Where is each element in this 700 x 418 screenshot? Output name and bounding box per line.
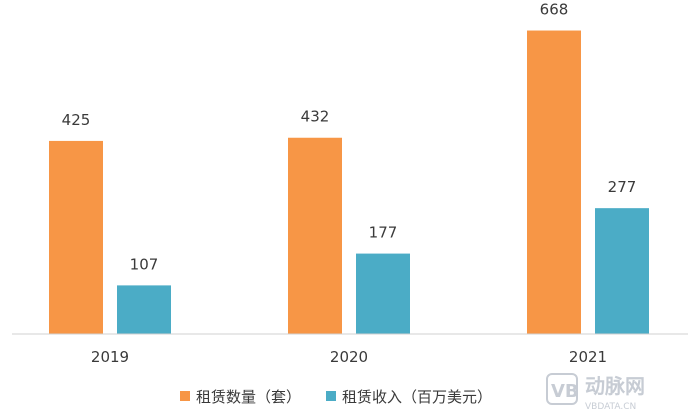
legend-swatch-series-2 <box>326 391 336 401</box>
bar-2019-series-1 <box>49 140 103 334</box>
bars-group <box>49 30 649 335</box>
value-label-2019-series-2: 107 <box>130 255 159 273</box>
x-tick-label-2020: 2020 <box>330 348 368 366</box>
bar-2020-series-1 <box>288 137 342 334</box>
value-label-2021-series-1: 668 <box>540 1 569 19</box>
legend-label-series-2: 租赁收入（百万美元） <box>342 388 492 406</box>
legend-item-series-1: 租赁数量（套） <box>180 388 301 406</box>
watermark-brand: 动脉网 <box>585 374 645 398</box>
watermark-vb-glyph: VB <box>551 381 579 402</box>
value-label-2019-series-1: 425 <box>62 111 91 129</box>
bar-2020-series-2 <box>356 253 410 334</box>
legend-label-series-1: 租赁数量（套） <box>196 388 301 406</box>
x-tick-labels-group: 2019 2020 2021 <box>91 348 607 366</box>
bar-2019-series-2 <box>117 285 171 334</box>
legend: 租赁数量（套） 租赁收入（百万美元） <box>180 388 492 406</box>
value-label-2020-series-1: 432 <box>301 108 330 126</box>
x-tick-label-2021: 2021 <box>569 348 607 366</box>
x-tick-label-2019: 2019 <box>91 348 129 366</box>
value-label-2021-series-2: 277 <box>608 178 637 196</box>
value-label-2020-series-2: 177 <box>369 224 398 242</box>
value-labels-group: 425 107 432 177 668 277 <box>62 1 637 274</box>
legend-swatch-series-1 <box>180 391 190 401</box>
bar-2021-series-2 <box>595 208 649 334</box>
watermark-logo: VB 动脉网 VBDATA.CN <box>546 373 645 412</box>
legend-item-series-2: 租赁收入（百万美元） <box>326 388 492 406</box>
watermark-vb-icon <box>546 373 578 405</box>
watermark-site: VBDATA.CN <box>585 402 636 412</box>
bar-2021-series-1 <box>527 30 581 335</box>
